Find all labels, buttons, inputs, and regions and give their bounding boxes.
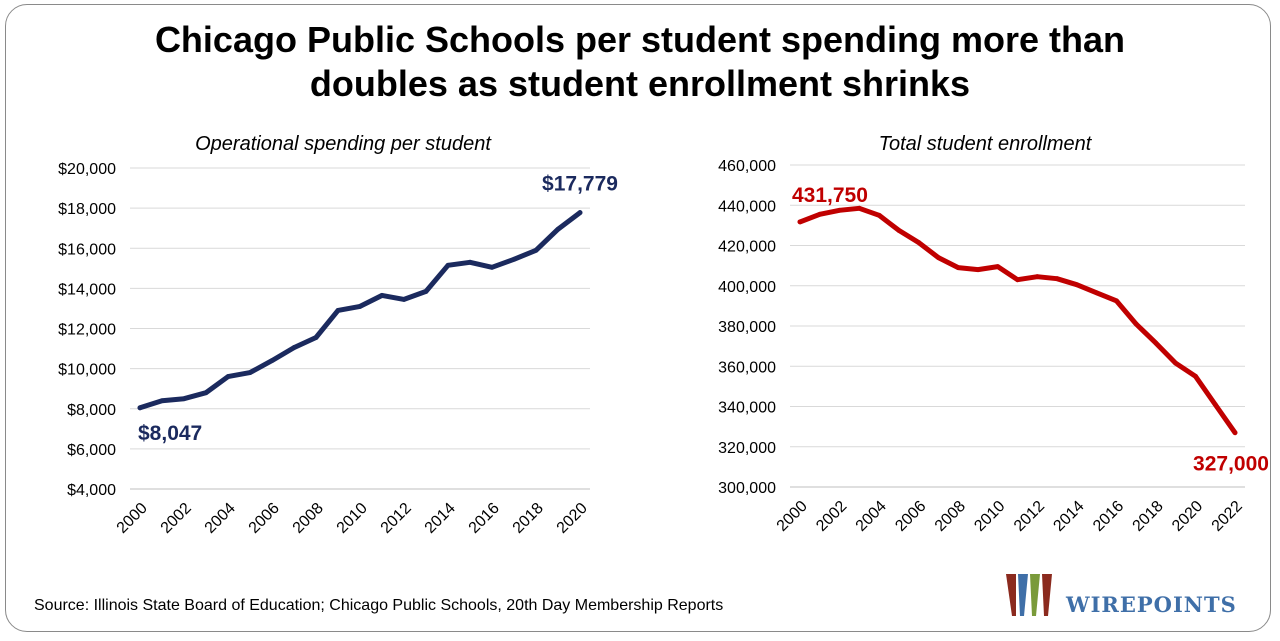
data-point: [876, 212, 882, 218]
data-point: [203, 390, 209, 396]
data-point: [1153, 340, 1159, 346]
x-tick-label: 2006: [892, 498, 929, 535]
logo-text: WIREPOINTS: [1066, 592, 1237, 617]
data-point: [269, 358, 275, 363]
y-tick-label: 360,000: [718, 359, 776, 376]
data-point: [247, 370, 253, 376]
data-point: [896, 228, 902, 233]
chart-subtitle: Total student enrollment: [879, 133, 1093, 155]
data-point: [1133, 321, 1139, 327]
data-label: 431,750: [792, 184, 868, 207]
data-point: [225, 374, 231, 380]
x-tick-label: 2004: [853, 498, 890, 535]
data-point: [995, 264, 1001, 270]
x-tick-label: 2022: [1209, 498, 1246, 535]
data-point: [837, 207, 842, 213]
data-point: [1193, 373, 1198, 379]
data-point: [1054, 276, 1060, 282]
y-tick-label: $20,000: [58, 161, 116, 178]
x-tick-label: 2002: [813, 498, 850, 535]
data-point: [335, 308, 341, 313]
y-tick-label: 380,000: [718, 319, 776, 336]
y-tick-label: $6,000: [67, 442, 116, 459]
x-tick-label: 2010: [971, 498, 1008, 535]
y-tick-label: 420,000: [718, 239, 776, 256]
y-tick-label: $10,000: [58, 362, 116, 379]
x-tick-label: 2018: [1130, 498, 1167, 535]
x-tick-label: 2016: [1090, 498, 1127, 535]
chart-frame: [5, 4, 1271, 632]
data-point: [357, 304, 363, 309]
y-tick-label: $14,000: [58, 281, 116, 298]
wirepoints-logo: WIREPOINTS: [1004, 570, 1254, 618]
spending-chart: Operational spending per student $4,000 $6…: [58, 133, 618, 537]
data-point: [577, 210, 583, 215]
data-point: [856, 205, 862, 211]
data-label: 327,000: [1193, 453, 1269, 476]
series-line: [797, 205, 1238, 436]
data-point: [1212, 402, 1218, 407]
data-point: [916, 240, 922, 245]
data-point: [817, 211, 823, 217]
data-point: [975, 267, 981, 273]
source-note: Source: Illinois State Board of Educatio…: [34, 597, 724, 614]
data-point: [797, 219, 803, 225]
y-tick-label: 320,000: [718, 440, 776, 457]
data-point: [1034, 274, 1040, 280]
x-tick-label: 2008: [932, 498, 969, 535]
data-point: [511, 256, 517, 262]
data-point: [313, 335, 319, 340]
data-point: [1074, 282, 1080, 288]
data-point: [445, 262, 451, 268]
y-tick-label: $8,000: [67, 402, 116, 419]
data-point: [533, 247, 539, 253]
data-point: [159, 398, 165, 404]
data-point: [379, 292, 385, 298]
y-tick-label: 440,000: [718, 198, 776, 215]
logo-mark-icon: [1006, 574, 1052, 616]
data-point: [489, 264, 495, 270]
chart-title: Chicago Public Schools per student spend…: [0, 18, 1280, 106]
data-point: [423, 288, 429, 294]
y-tick-label: $16,000: [58, 241, 116, 258]
data-point: [555, 226, 561, 232]
data-point: [1232, 430, 1238, 436]
title-line-1: Chicago Public Schools per student spend…: [154, 19, 1126, 60]
y-tick-label: 300,000: [718, 480, 776, 497]
data-point: [1173, 360, 1179, 366]
x-tick-label: 2014: [1050, 498, 1087, 535]
y-tick-label: 340,000: [718, 400, 776, 417]
data-point: [467, 259, 473, 265]
y-tick-label: $18,000: [58, 201, 116, 218]
chart-subtitle: Operational spending per student: [195, 133, 492, 155]
data-label: $17,779: [542, 173, 618, 196]
data-point: [291, 345, 297, 350]
x-tick-label: 2012: [1011, 498, 1048, 535]
data-point: [955, 265, 961, 271]
enrollment-chart: Total student enrollment 300,000 320,000 34…: [718, 133, 1269, 535]
x-tick-label: 2000: [774, 498, 811, 535]
x-tick-label: 2020: [1169, 498, 1206, 535]
data-point: [1094, 290, 1099, 296]
y-tick-label: $4,000: [67, 482, 116, 499]
data-point: [137, 405, 143, 411]
y-tick-label: $12,000: [58, 322, 116, 339]
data-label: $8,047: [138, 422, 202, 445]
data-point: [401, 297, 407, 302]
title-line-2: doubles as student enrollment shrinks: [309, 63, 971, 104]
data-point: [1015, 277, 1020, 283]
data-point: [936, 255, 941, 260]
data-point: [181, 396, 187, 402]
y-tick-label: 400,000: [718, 279, 776, 296]
data-point: [1113, 298, 1119, 304]
y-tick-label: 460,000: [718, 158, 776, 175]
